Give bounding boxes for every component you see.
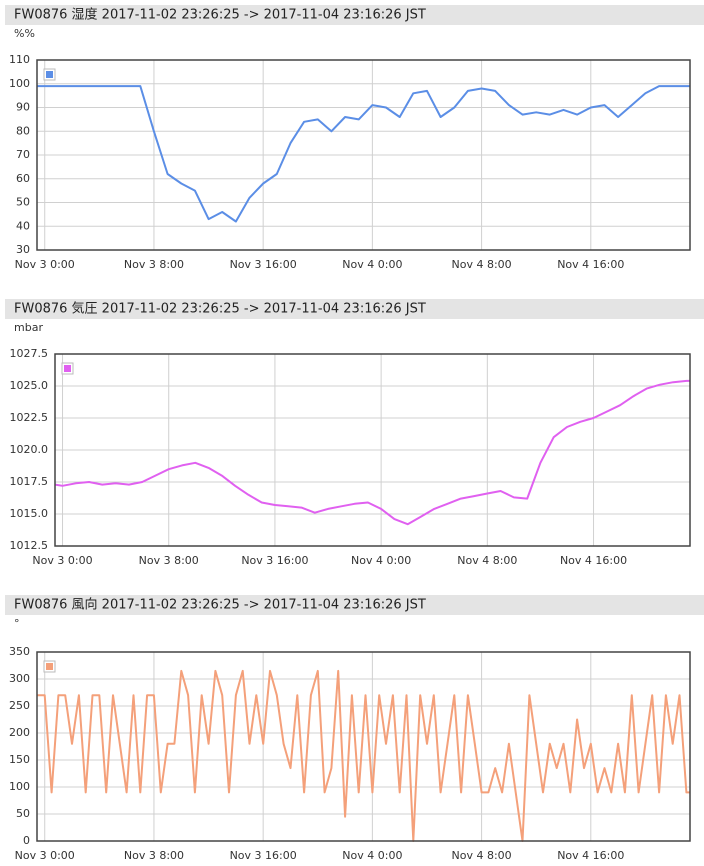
x-tick-label: Nov 3 8:00 [124, 849, 184, 862]
x-tick-label: Nov 3 0:00 [15, 258, 75, 271]
data-line [37, 85, 690, 223]
x-tick-label: Nov 4 8:00 [452, 849, 512, 862]
y-tick-label: 100 [9, 77, 30, 90]
y-tick-label: 1015.0 [10, 507, 49, 520]
y-tick-label: 50 [16, 196, 30, 209]
legend-swatch [64, 365, 71, 372]
x-tick-label: Nov 3 16:00 [241, 554, 308, 567]
unit-label: mbar [14, 321, 43, 334]
unit-label: ° [14, 617, 20, 630]
x-tick-label: Nov 4 8:00 [452, 258, 512, 271]
y-tick-label: 250 [9, 699, 30, 712]
header-bar [5, 299, 704, 319]
y-tick-label: 1020.0 [10, 443, 49, 456]
y-tick-label: 1012.5 [10, 539, 49, 552]
x-tick-label: Nov 4 16:00 [560, 554, 627, 567]
chart-title: FW0876 湿度 2017-11-02 23:26:25 -> 2017-11… [14, 7, 426, 23]
y-tick-label: 80 [16, 124, 30, 137]
y-tick-label: 1022.5 [10, 411, 49, 424]
y-tick-label: 300 [9, 672, 30, 685]
x-tick-label: Nov 4 8:00 [457, 554, 517, 567]
unit-label: %% [14, 27, 35, 40]
header-bar [5, 5, 704, 25]
plot-frame [54, 353, 691, 547]
x-tick-label: Nov 4 0:00 [342, 258, 402, 271]
x-tick-label: Nov 3 8:00 [124, 258, 184, 271]
x-tick-label: Nov 3 16:00 [230, 849, 297, 862]
y-tick-label: 0 [23, 834, 30, 847]
y-tick-label: 1017.5 [10, 475, 49, 488]
plot-frame [36, 651, 691, 842]
x-tick-label: Nov 3 8:00 [139, 554, 199, 567]
x-tick-label: Nov 4 0:00 [342, 849, 402, 862]
y-tick-label: 50 [16, 807, 30, 820]
legend-swatch [46, 71, 53, 78]
y-tick-label: 40 [16, 219, 30, 232]
y-tick-label: 1027.5 [10, 347, 49, 360]
y-tick-label: 1025.0 [10, 379, 49, 392]
x-tick-label: Nov 3 0:00 [15, 849, 75, 862]
data-line [37, 669, 690, 842]
y-tick-label: 110 [9, 53, 30, 66]
x-tick-label: Nov 3 16:00 [230, 258, 297, 271]
y-tick-label: 30 [16, 243, 30, 256]
x-tick-label: Nov 4 16:00 [557, 849, 624, 862]
x-tick-label: Nov 4 16:00 [557, 258, 624, 271]
legend-swatch [46, 663, 53, 670]
x-tick-label: Nov 3 0:00 [32, 554, 92, 567]
y-tick-label: 200 [9, 726, 30, 739]
chart-title: FW0876 気圧 2017-11-02 23:26:25 -> 2017-11… [14, 301, 426, 317]
y-tick-label: 70 [16, 148, 30, 161]
y-tick-label: 150 [9, 753, 30, 766]
y-tick-label: 90 [16, 101, 30, 114]
y-tick-label: 100 [9, 780, 30, 793]
chart-title: FW0876 風向 2017-11-02 23:26:25 -> 2017-11… [14, 597, 426, 613]
header-bar [5, 595, 704, 615]
y-tick-label: 60 [16, 172, 30, 185]
data-line [54, 379, 690, 526]
x-tick-label: Nov 4 0:00 [351, 554, 411, 567]
plot-frame [36, 59, 691, 251]
y-tick-label: 350 [9, 645, 30, 658]
